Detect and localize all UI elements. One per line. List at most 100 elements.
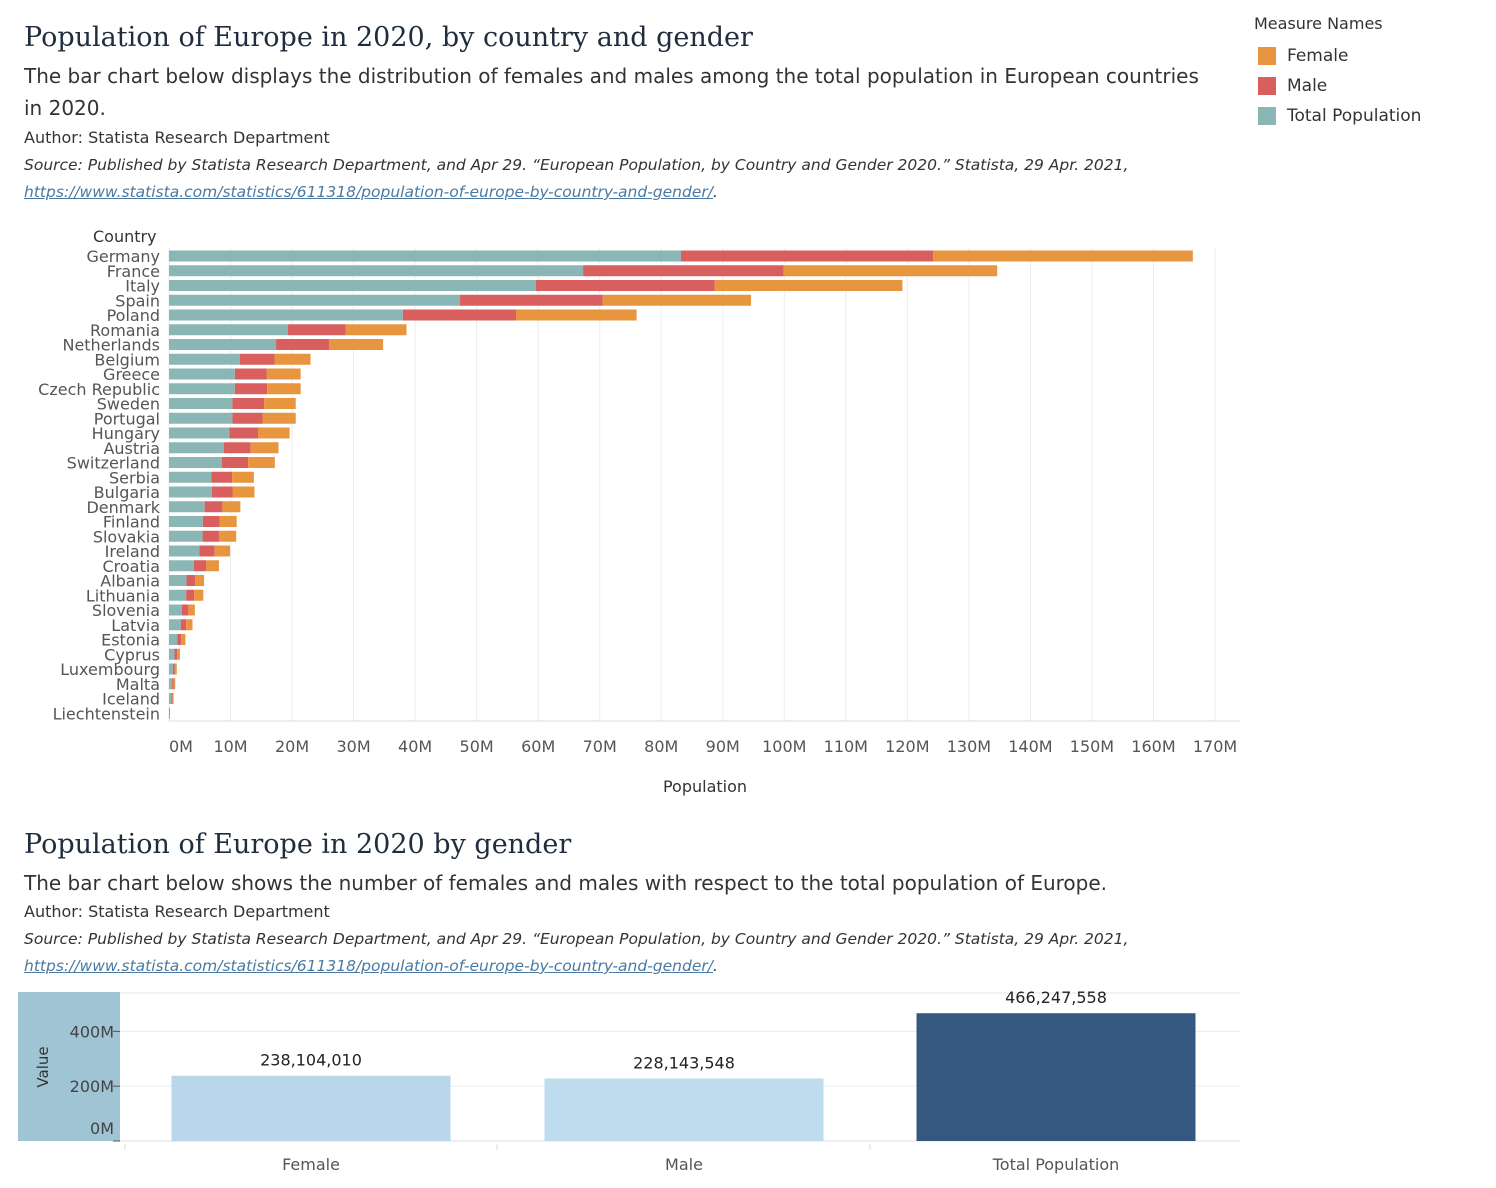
bar-total-population[interactable]	[169, 353, 240, 365]
bar-total-population[interactable]	[169, 486, 212, 498]
bar-total-population[interactable]	[916, 1013, 1196, 1141]
bar-total-population[interactable]	[169, 324, 288, 336]
bar-male[interactable]	[211, 471, 233, 483]
bar-male[interactable]	[172, 663, 175, 675]
bar-total-population[interactable]	[169, 516, 203, 527]
bar-female[interactable]	[258, 427, 290, 439]
bar-male[interactable]	[199, 545, 215, 557]
legend-item-male[interactable]: Male	[1254, 71, 1421, 101]
bar-male[interactable]	[544, 1078, 824, 1141]
bar-female[interactable]	[783, 265, 998, 277]
chart1-source-link[interactable]: https://www.statista.com/statistics/6113…	[24, 183, 713, 201]
bar-total-population[interactable]	[169, 589, 187, 601]
bar-total-population[interactable]	[169, 604, 182, 616]
bar-female[interactable]	[188, 604, 195, 616]
bar-female[interactable]	[248, 457, 275, 468]
bar-male[interactable]	[211, 486, 233, 498]
bar-total-population[interactable]	[169, 309, 403, 321]
bar-female[interactable]	[206, 560, 219, 572]
bar-total-population[interactable]	[169, 250, 681, 262]
bar-female[interactable]	[177, 648, 180, 660]
bar-female[interactable]	[181, 634, 186, 645]
bar-female[interactable]	[194, 589, 204, 601]
bar-female[interactable]	[267, 383, 301, 395]
bar-male[interactable]	[186, 589, 195, 601]
bar-total-population[interactable]	[169, 398, 233, 409]
bar-total-population[interactable]	[169, 265, 584, 277]
bar-total-population[interactable]	[169, 619, 181, 631]
bar-total-population[interactable]	[169, 545, 200, 557]
bar-male[interactable]	[172, 678, 174, 690]
bar-total-population[interactable]	[169, 648, 175, 660]
bar-male[interactable]	[193, 560, 207, 572]
bar-male[interactable]	[180, 619, 187, 631]
bar-male[interactable]	[402, 309, 517, 321]
chart2-source-link[interactable]: https://www.statista.com/statistics/6113…	[24, 957, 713, 975]
bar-total-population[interactable]	[169, 575, 187, 586]
bar-male[interactable]	[234, 383, 268, 395]
bar-male[interactable]	[232, 398, 265, 409]
bar-female[interactable]	[172, 693, 174, 704]
bar-female[interactable]	[195, 575, 205, 586]
bar-total-population[interactable]	[169, 383, 235, 395]
bar-male[interactable]	[460, 294, 603, 306]
bar-male[interactable]	[202, 516, 220, 527]
bar-total-population[interactable]	[169, 471, 212, 483]
bar-male[interactable]	[177, 634, 182, 645]
bar-female[interactable]	[186, 619, 193, 631]
bar-male[interactable]	[174, 648, 178, 660]
bar-male[interactable]	[171, 693, 173, 704]
bar-male[interactable]	[221, 457, 249, 468]
bar-total-population[interactable]	[169, 294, 461, 306]
bar-male[interactable]	[287, 324, 346, 336]
bar-male[interactable]	[583, 265, 784, 277]
bar-female[interactable]	[169, 707, 170, 719]
bar-female[interactable]	[714, 280, 903, 291]
bar-total-population[interactable]	[169, 501, 205, 513]
bar-female[interactable]	[933, 250, 1193, 262]
bar-male[interactable]	[204, 501, 223, 513]
bar-female[interactable]	[173, 678, 176, 690]
bar-female[interactable]	[250, 442, 279, 454]
bar-female[interactable]	[274, 353, 311, 365]
bar-total-population[interactable]	[169, 693, 172, 704]
bar-male[interactable]	[181, 604, 189, 616]
bar-female[interactable]	[232, 471, 254, 483]
bar-female[interactable]	[516, 309, 637, 321]
bar-female[interactable]	[345, 324, 407, 336]
bar-total-population[interactable]	[169, 339, 277, 350]
bar-male[interactable]	[202, 530, 219, 542]
bar-total-population[interactable]	[169, 530, 203, 542]
bar-male[interactable]	[680, 250, 934, 262]
bar-female[interactable]	[232, 486, 255, 498]
bar-total-population[interactable]	[169, 634, 178, 645]
bar-total-population[interactable]	[169, 368, 235, 380]
bar-male[interactable]	[239, 353, 275, 365]
bar-female[interactable]	[219, 516, 237, 527]
bar-male[interactable]	[186, 575, 196, 586]
bar-female[interactable]	[602, 294, 752, 306]
legend-item-total-population[interactable]: Total Population	[1254, 101, 1421, 131]
bar-female[interactable]	[262, 412, 296, 424]
bar-male[interactable]	[535, 280, 715, 291]
bar-female[interactable]	[218, 530, 237, 542]
bar-total-population[interactable]	[169, 280, 536, 291]
bar-total-population[interactable]	[169, 412, 233, 424]
bar-female[interactable]	[214, 545, 231, 557]
bar-female[interactable]	[174, 663, 177, 675]
bar-total-population[interactable]	[169, 678, 173, 690]
bar-male[interactable]	[234, 368, 267, 380]
bar-total-population[interactable]	[169, 427, 230, 439]
bar-male[interactable]	[276, 339, 329, 350]
bar-total-population[interactable]	[169, 560, 194, 572]
bar-female[interactable]	[171, 1075, 451, 1141]
legend-item-female[interactable]: Female	[1254, 41, 1421, 71]
bar-female[interactable]	[328, 339, 384, 350]
bar-total-population[interactable]	[169, 442, 224, 454]
bar-total-population[interactable]	[169, 663, 173, 675]
bar-total-population[interactable]	[169, 457, 222, 468]
bar-female[interactable]	[266, 368, 301, 380]
bar-male[interactable]	[232, 412, 263, 424]
bar-female[interactable]	[222, 501, 241, 513]
bar-male[interactable]	[229, 427, 259, 439]
